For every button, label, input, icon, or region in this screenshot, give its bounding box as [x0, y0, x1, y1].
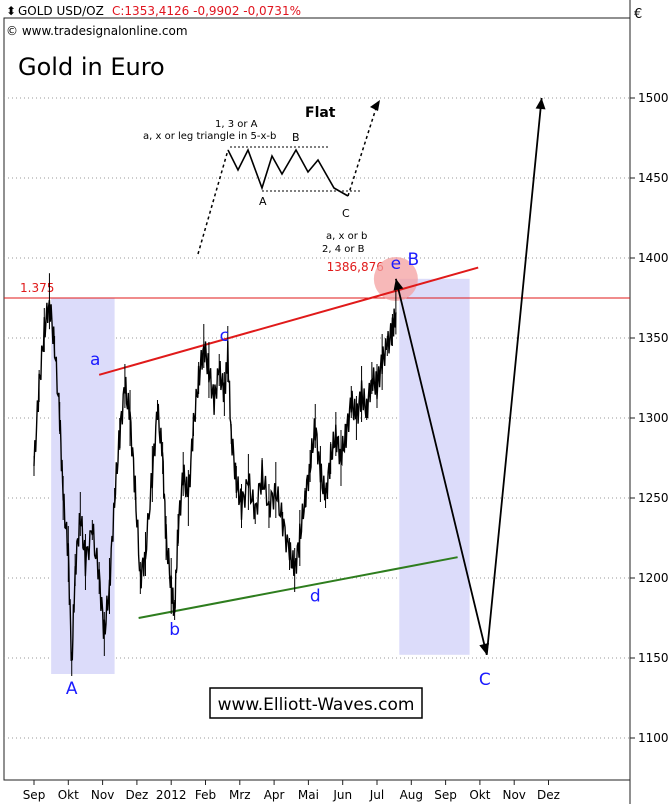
- projection-arrowhead-start: [393, 278, 404, 291]
- watermark-text: www.Elliott-Waves.com: [218, 695, 415, 715]
- x-tick-label: Aug: [400, 788, 423, 802]
- peak-value-label: 1386,876: [327, 260, 384, 274]
- y-axis-ticks: 1100 1150 1200 1250 1300 1350 1400 1450 1500: [630, 91, 669, 745]
- level-lines: 1.375 1386,876: [4, 256, 630, 301]
- symbol-label: GOLD USD/OZ: [18, 4, 104, 18]
- projection-arrowhead-mid: [479, 642, 490, 655]
- wave-label-b: b: [169, 620, 180, 640]
- x-tick-label: Sep: [23, 788, 46, 802]
- y-tick-label: 1450: [638, 171, 669, 185]
- inset-note-top-2: a, x or leg triangle in 5-x-b: [143, 131, 276, 142]
- y-tick-label: 1150: [638, 651, 669, 665]
- x-tick-label: Mai: [298, 788, 319, 802]
- inset-label-b: B: [292, 131, 300, 144]
- wave-label-e: e: [391, 254, 401, 274]
- quote-label: C:1353,4126 -0,9902 -0,0731%: [112, 4, 301, 18]
- x-tick-label: Apr: [264, 788, 285, 802]
- inset-note-bottom-2: 2, 4 or B: [322, 244, 365, 255]
- shaded-zones: [51, 278, 470, 674]
- x-axis-ticks: Sep Okt Nov Dez 2012 Feb Mrz Apr Mai Jun Jul Aug Sep…: [23, 780, 560, 802]
- wave-label-B: B: [407, 250, 419, 270]
- inset-note-top-1: 1, 3 or A: [215, 119, 258, 130]
- x-tick-label: Okt: [469, 788, 490, 802]
- x-tick-label: Dez: [125, 788, 148, 802]
- inset-leg-out: [347, 101, 379, 197]
- x-tick-label: Mrz: [229, 788, 251, 802]
- inset-zigzag: [227, 147, 349, 197]
- x-tick-label: Jul: [369, 788, 384, 802]
- wave-label-A: A: [66, 679, 78, 699]
- x-tick-label: 2012: [156, 788, 187, 802]
- inset-leg-in: [197, 149, 229, 255]
- wave-label-d: d: [310, 587, 321, 607]
- inset-note-bottom-1: a, x or b: [326, 231, 367, 242]
- wave-label-C: C: [479, 670, 491, 690]
- x-tick-label: Feb: [195, 788, 216, 802]
- inset-label-c: C: [342, 207, 350, 220]
- currency-label: €: [634, 7, 642, 22]
- projection-arrowhead-end: [535, 98, 546, 110]
- flat-inset-diagram: Flat 1, 3 or A a, x or leg triangle in 5…: [143, 100, 380, 255]
- x-tick-label: Jun: [332, 788, 352, 802]
- y-tick-label: 1500: [638, 91, 669, 105]
- x-tick-label: Nov: [91, 788, 114, 802]
- candle-icon: ⬍: [6, 4, 16, 18]
- resistance-trendline: [98, 266, 479, 376]
- y-tick-label: 1250: [638, 491, 669, 505]
- chart-header: ⬍ GOLD USD/OZ C:1353,4126 -0,9902 -0,073…: [6, 4, 642, 81]
- inset-label-a: A: [259, 195, 267, 208]
- x-tick-label: Sep: [434, 788, 457, 802]
- y-tick-label: 1300: [638, 411, 669, 425]
- inset-title: Flat: [305, 105, 336, 121]
- trendlines: [98, 266, 479, 619]
- y-tick-label: 1200: [638, 571, 669, 585]
- level-label: 1.375: [20, 281, 54, 295]
- inset-arrowhead: [370, 100, 380, 111]
- shaded-zone: [51, 298, 115, 674]
- wave-labels: Aa b c d e B C: [66, 250, 491, 699]
- price-series: [33, 273, 397, 676]
- wave-label-a: a: [90, 350, 100, 370]
- x-tick-label: Dez: [537, 788, 560, 802]
- wave-label-c: c: [220, 326, 229, 346]
- source-label: © www.tradesignalonline.com: [6, 24, 188, 38]
- watermark-frame: [209, 687, 423, 719]
- watermark-box: www.Elliott-Waves.com: [209, 687, 423, 719]
- x-tick-label: Nov: [502, 788, 525, 802]
- projection-path: [393, 97, 546, 656]
- y-tick-label: 1350: [638, 331, 669, 345]
- y-tick-label: 1100: [638, 731, 669, 745]
- x-tick-label: Okt: [58, 788, 79, 802]
- support-trendline: [138, 556, 458, 619]
- y-tick-label: 1400: [638, 251, 669, 265]
- chart-title: Gold in Euro: [18, 53, 165, 81]
